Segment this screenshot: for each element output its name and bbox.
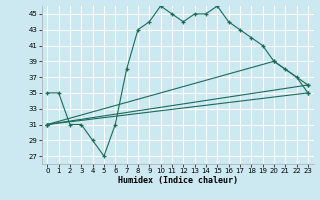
X-axis label: Humidex (Indice chaleur): Humidex (Indice chaleur)	[118, 176, 237, 185]
